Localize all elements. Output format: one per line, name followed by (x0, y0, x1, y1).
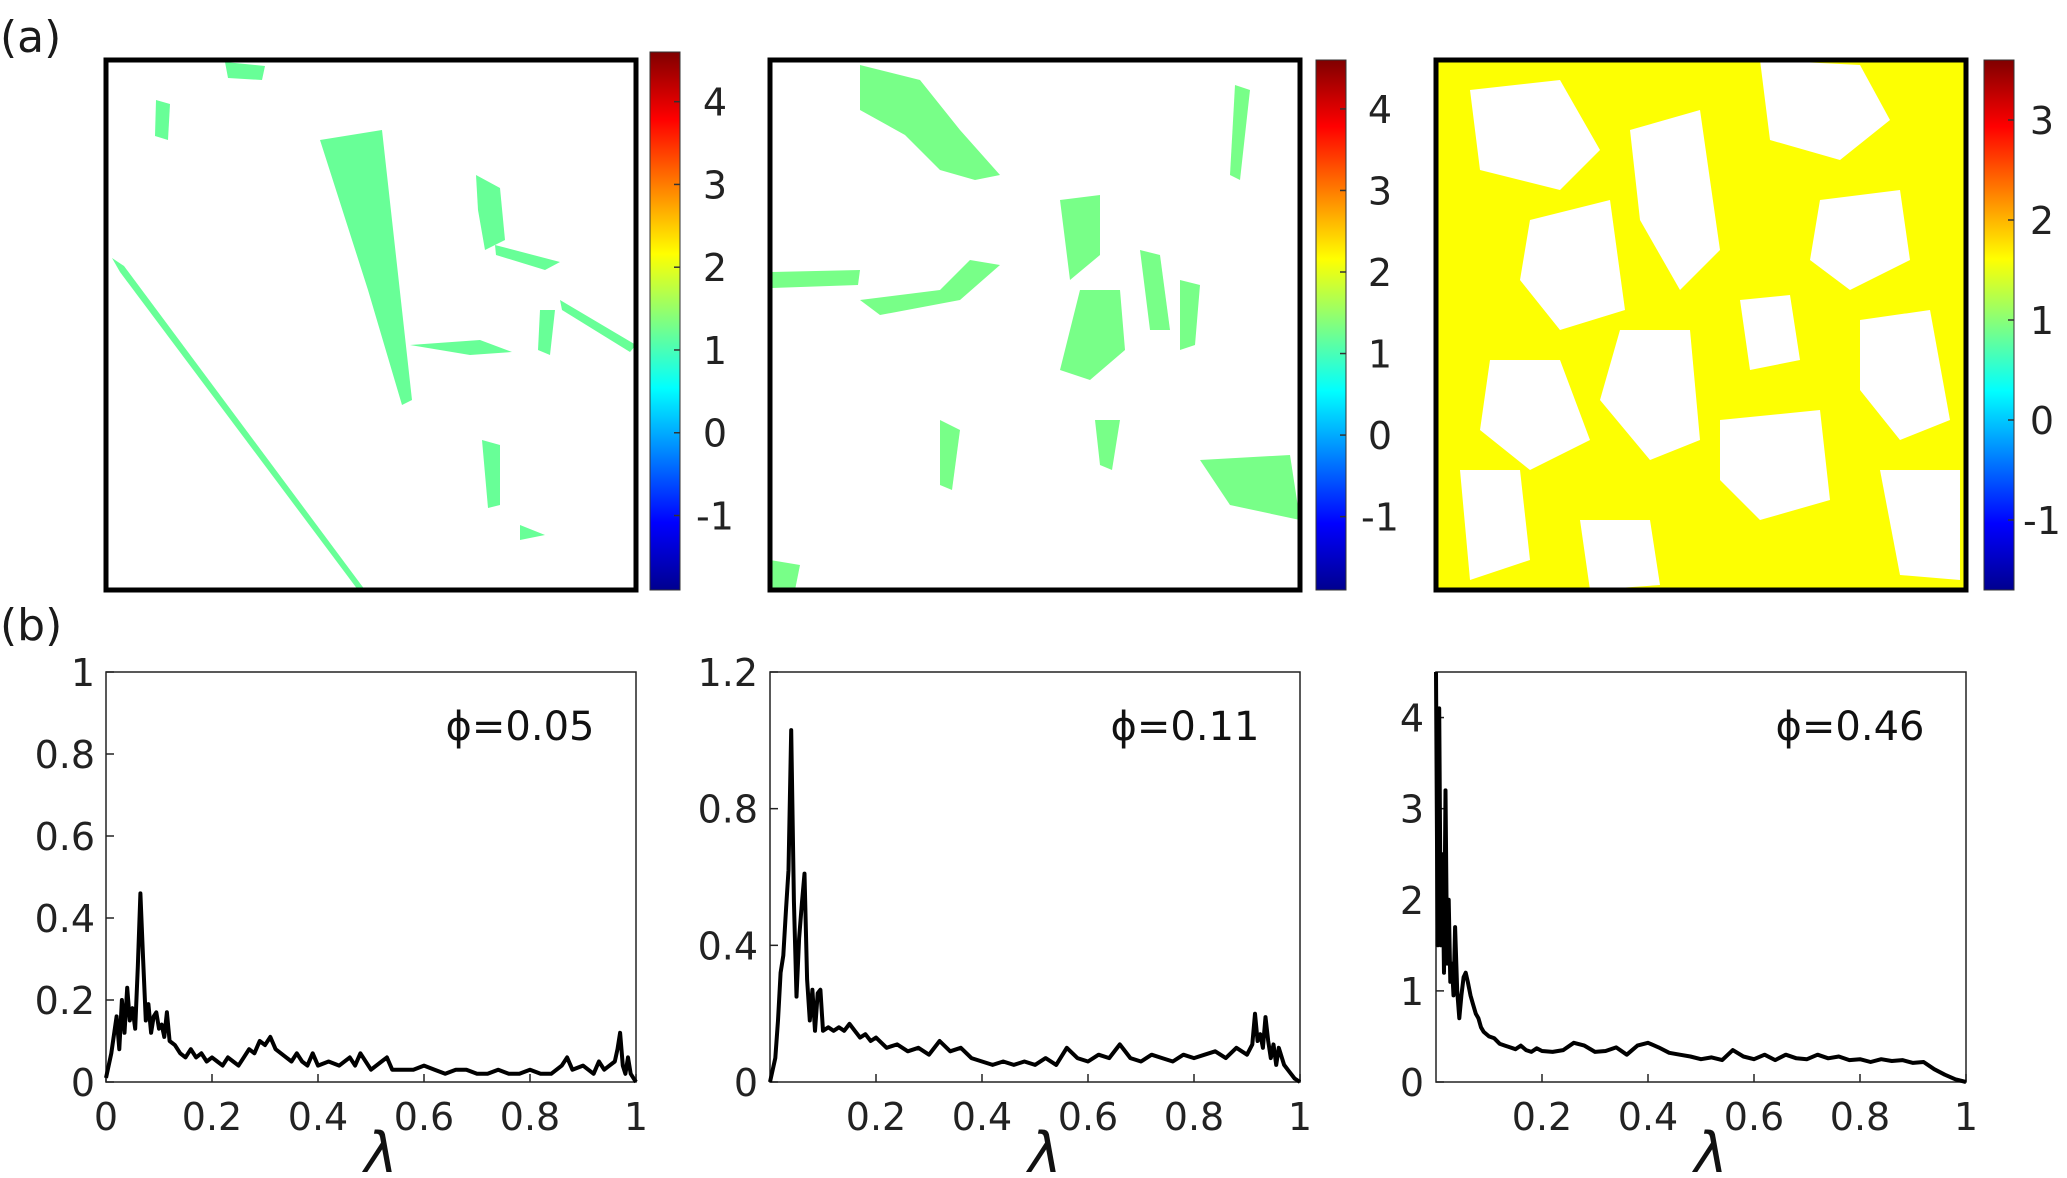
colorbar-tick-label: -1 (696, 495, 734, 539)
colorbar-tick-label: 1 (703, 329, 727, 373)
heatmap-panel-1: -1 0 1 2 3 4 (103, 51, 734, 593)
x-axis-label: λ (1025, 1121, 1061, 1178)
x-tick-label: 0.2 (1512, 1095, 1572, 1139)
y-tick-label: 0 (734, 1061, 758, 1105)
heatmap-field-2 (770, 65, 1300, 590)
plot-annotation: ϕ=0.05 (446, 704, 595, 750)
x-axis-label: λ (1691, 1121, 1727, 1178)
plot-annotation: ϕ=0.46 (1776, 704, 1925, 750)
y-tick-label: 3 (1400, 788, 1424, 832)
y-tick-label: 0.4 (35, 897, 95, 941)
colorbar-gradient (649, 51, 681, 591)
colorbar-tick-label: 4 (1368, 88, 1392, 132)
colorbar-2: -1 0 1 2 3 4 (1315, 59, 1399, 591)
colorbar-tick-label: 1 (2030, 299, 2054, 343)
colorbar-1: -1 0 1 2 3 4 (649, 51, 734, 591)
heatmap-field-3 (1436, 60, 1966, 590)
colorbar-tick-label: 2 (703, 246, 727, 290)
heatmap-frame-1 (103, 57, 639, 593)
panel-label-b: (b) (0, 600, 62, 651)
plot-frame (105, 671, 637, 1083)
y-tick-label: 0 (71, 1061, 95, 1105)
colorbar-tick-label: 0 (703, 412, 727, 456)
colorbar-gradient (1315, 59, 1347, 591)
colorbar-tick-label: 0 (1368, 414, 1392, 458)
colorbar-tick-label: 3 (1368, 169, 1392, 213)
plot-frame (769, 671, 1301, 1083)
colorbar-tick-label: 0 (2030, 399, 2054, 443)
line-plot-1: 0 0.2 0.4 0.6 0.8 1 0 0.2 0.4 0.6 0.8 1 ϕ=0.05 λ (35, 651, 649, 1178)
colorbar-3: -1 0 1 2 3 (1983, 59, 2061, 591)
panel-label-a: (a) (0, 12, 61, 63)
colorbar-tick-label: -1 (1361, 496, 1399, 540)
line-plot-2: 0.2 0.4 0.6 0.8 1 0 0.4 0.8 1.2 ϕ=0.11 λ (698, 651, 1313, 1178)
heatmap-panel-3: -1 0 1 2 3 (1433, 57, 2061, 593)
heatmap-frame-2 (767, 57, 1303, 593)
y-tick-label: 0.8 (35, 733, 95, 777)
line-plot-3: 0.2 0.4 0.6 0.8 1 0 1 2 3 4 ϕ=0.46 λ (1400, 671, 1978, 1178)
series-line (1434, 671, 1967, 1084)
x-tick-label: 0 (94, 1095, 118, 1139)
x-tick-label: 0.6 (1724, 1095, 1784, 1139)
series-line (104, 891, 638, 1084)
x-tick-label: 0.4 (288, 1095, 348, 1139)
y-tick-label: 0 (1400, 1061, 1424, 1105)
series-line (768, 728, 1302, 1084)
x-tick-label: 0.4 (952, 1095, 1012, 1139)
colorbar-tick-label: -1 (2023, 499, 2061, 543)
y-tick-label: 1.2 (698, 651, 758, 695)
x-axis-label: λ (361, 1121, 397, 1178)
colorbar-tick-label: 1 (1368, 333, 1392, 377)
x-tick-label: 0.8 (1164, 1095, 1224, 1139)
x-tick-label: 0.2 (182, 1095, 242, 1139)
plot-annotation: ϕ=0.11 (1111, 704, 1260, 750)
x-tick-label: 0.2 (846, 1095, 906, 1139)
x-tick-label: 0.6 (1058, 1095, 1118, 1139)
y-tick-label: 0.8 (698, 788, 758, 832)
x-tick-label: 1 (1954, 1095, 1978, 1139)
colorbar-gradient (1983, 59, 2015, 591)
y-tick-label: 2 (1400, 879, 1424, 923)
heatmap-field-1 (112, 62, 636, 590)
colorbar-tick-label: 3 (2030, 99, 2054, 143)
heatmap-voids-3 (1460, 60, 1960, 590)
colorbar-tick-label: 4 (703, 81, 727, 125)
x-tick-label: 1 (1288, 1095, 1312, 1139)
x-tick-label: 0.6 (394, 1095, 454, 1139)
heatmap-frame-3 (1433, 57, 1969, 593)
y-tick-label: 4 (1400, 697, 1424, 741)
y-tick-label: 0.6 (35, 815, 95, 859)
colorbar-tick-label: 2 (2030, 199, 2054, 243)
colorbar-tick-label: 2 (1368, 251, 1392, 295)
x-tick-label: 0.8 (500, 1095, 560, 1139)
heatmap-panel-2: -1 0 1 2 3 4 (767, 57, 1399, 593)
y-tick-label: 0.2 (35, 979, 95, 1023)
y-tick-label: 0.4 (698, 924, 758, 968)
y-tick-label: 1 (71, 651, 95, 695)
x-tick-label: 0.8 (1830, 1095, 1890, 1139)
x-tick-label: 0.4 (1618, 1095, 1678, 1139)
colorbar-tick-label: 3 (703, 163, 727, 207)
x-tick-label: 1 (624, 1095, 648, 1139)
y-tick-label: 1 (1400, 970, 1424, 1014)
